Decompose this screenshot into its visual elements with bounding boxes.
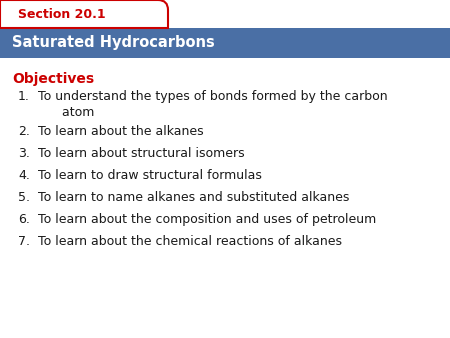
Text: To learn about the composition and uses of petroleum: To learn about the composition and uses … — [38, 213, 376, 226]
Text: 2.: 2. — [18, 125, 30, 138]
Text: 3.: 3. — [18, 147, 30, 160]
Text: To learn to draw structural formulas: To learn to draw structural formulas — [38, 169, 262, 182]
Text: To understand the types of bonds formed by the carbon
      atom: To understand the types of bonds formed … — [38, 90, 387, 119]
Bar — [0, 28, 450, 58]
Text: To learn about structural isomers: To learn about structural isomers — [38, 147, 245, 160]
Text: To learn to name alkanes and substituted alkanes: To learn to name alkanes and substituted… — [38, 191, 349, 204]
Text: Saturated Hydrocarbons: Saturated Hydrocarbons — [12, 35, 215, 50]
Text: To learn about the alkanes: To learn about the alkanes — [38, 125, 203, 138]
Text: 5.: 5. — [18, 191, 30, 204]
Bar — [0, 0, 11, 28]
Text: 7.: 7. — [18, 235, 30, 248]
Text: 1.: 1. — [18, 90, 30, 103]
Text: Section 20.1: Section 20.1 — [18, 7, 106, 21]
Text: 6.: 6. — [18, 213, 30, 226]
Text: 4.: 4. — [18, 169, 30, 182]
PathPatch shape — [0, 0, 168, 28]
Text: Objectives: Objectives — [12, 72, 94, 86]
Text: To learn about the chemical reactions of alkanes: To learn about the chemical reactions of… — [38, 235, 342, 248]
